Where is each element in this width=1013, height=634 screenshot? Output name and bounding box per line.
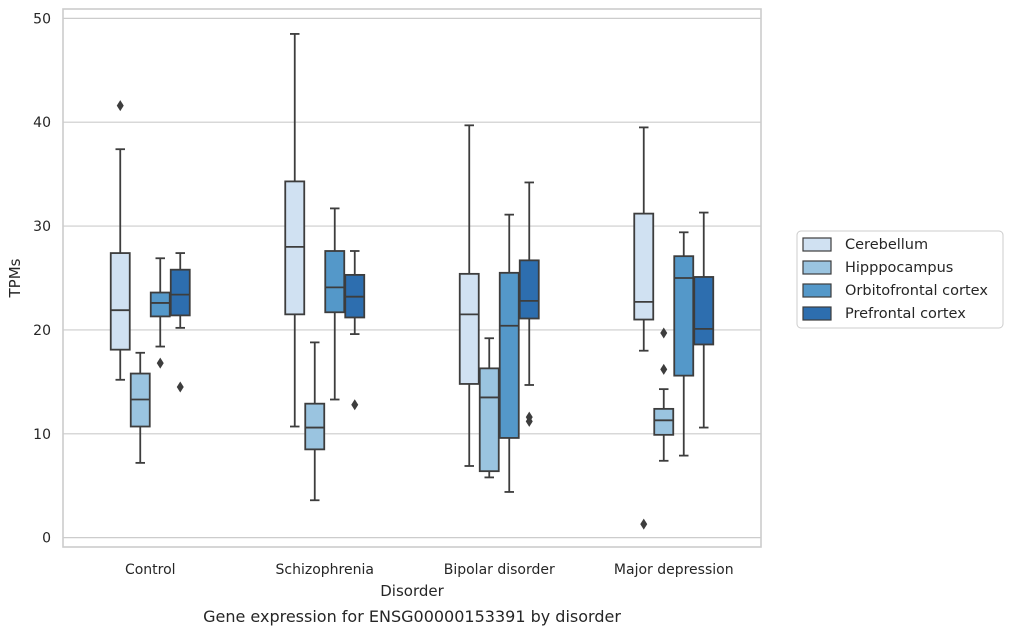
box	[518, 181, 540, 427]
box	[169, 252, 191, 393]
y-tick-label: 50	[33, 11, 51, 27]
box-series	[109, 33, 715, 530]
box-body	[324, 250, 346, 314]
series-orbitofrontal-cortex	[149, 207, 695, 493]
box	[673, 231, 695, 457]
x-tick-label: Major depression	[614, 562, 734, 578]
box	[344, 250, 366, 411]
box-body	[478, 367, 500, 473]
outlier-point	[116, 100, 124, 112]
outlier-point	[660, 363, 668, 375]
legend-item: Cerebellum	[802, 237, 928, 253]
outlier-point	[525, 411, 533, 423]
box-body	[304, 402, 326, 451]
chart-caption: Gene expression for ENSG00000153391 by d…	[203, 607, 621, 626]
series-cerebellum	[109, 33, 655, 530]
box-body	[458, 272, 480, 385]
box	[653, 327, 675, 462]
box-body	[169, 268, 191, 317]
x-tick-label: Bipolar disorder	[444, 562, 555, 578]
x-tick-label: Control	[125, 562, 176, 578]
legend-label: Cerebellum	[845, 237, 928, 253]
outlier-point	[156, 357, 164, 369]
box	[458, 124, 480, 467]
box-body	[673, 255, 695, 377]
box	[304, 341, 326, 502]
series-prefrontal-cortex	[169, 181, 715, 429]
box-body	[498, 271, 520, 439]
y-tick-label: 40	[33, 115, 51, 131]
legend: Cerebellum Hipppocampus Orbitofrontal cort…	[796, 230, 1004, 329]
outlier-point	[640, 518, 648, 530]
box-body	[693, 276, 715, 346]
box-body	[149, 291, 171, 318]
outlier-point	[351, 399, 359, 411]
box-body	[633, 212, 655, 321]
y-tick-label: 20	[33, 323, 51, 339]
x-tick-labels: Control Schizophrenia Bipolar disorder Majo…	[125, 562, 734, 578]
box	[633, 126, 655, 530]
box	[149, 257, 171, 369]
legend-swatch	[802, 260, 832, 275]
outlier-point	[660, 327, 668, 339]
box	[498, 213, 520, 493]
legend-frame	[796, 230, 1004, 329]
box	[129, 351, 151, 464]
legend-swatch	[802, 306, 832, 321]
box-body	[653, 407, 675, 436]
y-axis-label: TPMs	[6, 258, 24, 298]
box	[324, 207, 346, 401]
legend-item: Orbitofrontal cortex	[802, 283, 988, 299]
legend-item: Prefrontal cortex	[802, 306, 966, 322]
legend-item: Hipppocampus	[802, 260, 953, 276]
box	[284, 33, 306, 428]
box	[693, 211, 715, 429]
y-tick-label: 30	[33, 219, 51, 235]
x-tick-label: Schizophrenia	[276, 562, 374, 578]
legend-label: Orbitofrontal cortex	[845, 283, 988, 299]
plot-frame	[62, 8, 762, 548]
legend-swatch	[802, 283, 832, 298]
box-body	[518, 259, 540, 320]
box	[478, 337, 500, 479]
legend-label: Hipppocampus	[845, 260, 953, 276]
y-tick-label: 10	[33, 427, 51, 443]
series-hipppocampus	[129, 327, 675, 502]
box-body	[109, 252, 131, 351]
legend-swatch	[802, 237, 832, 252]
legend-label: Prefrontal cortex	[845, 306, 966, 322]
y-tick-label: 0	[42, 531, 51, 547]
grid-lines	[63, 17, 761, 539]
box	[109, 100, 131, 381]
y-tick-labels: 0 10 20 30 40 50	[33, 11, 51, 546]
outlier-point	[176, 381, 184, 393]
box-body	[284, 180, 306, 316]
x-axis-label: Disorder	[380, 582, 444, 600]
